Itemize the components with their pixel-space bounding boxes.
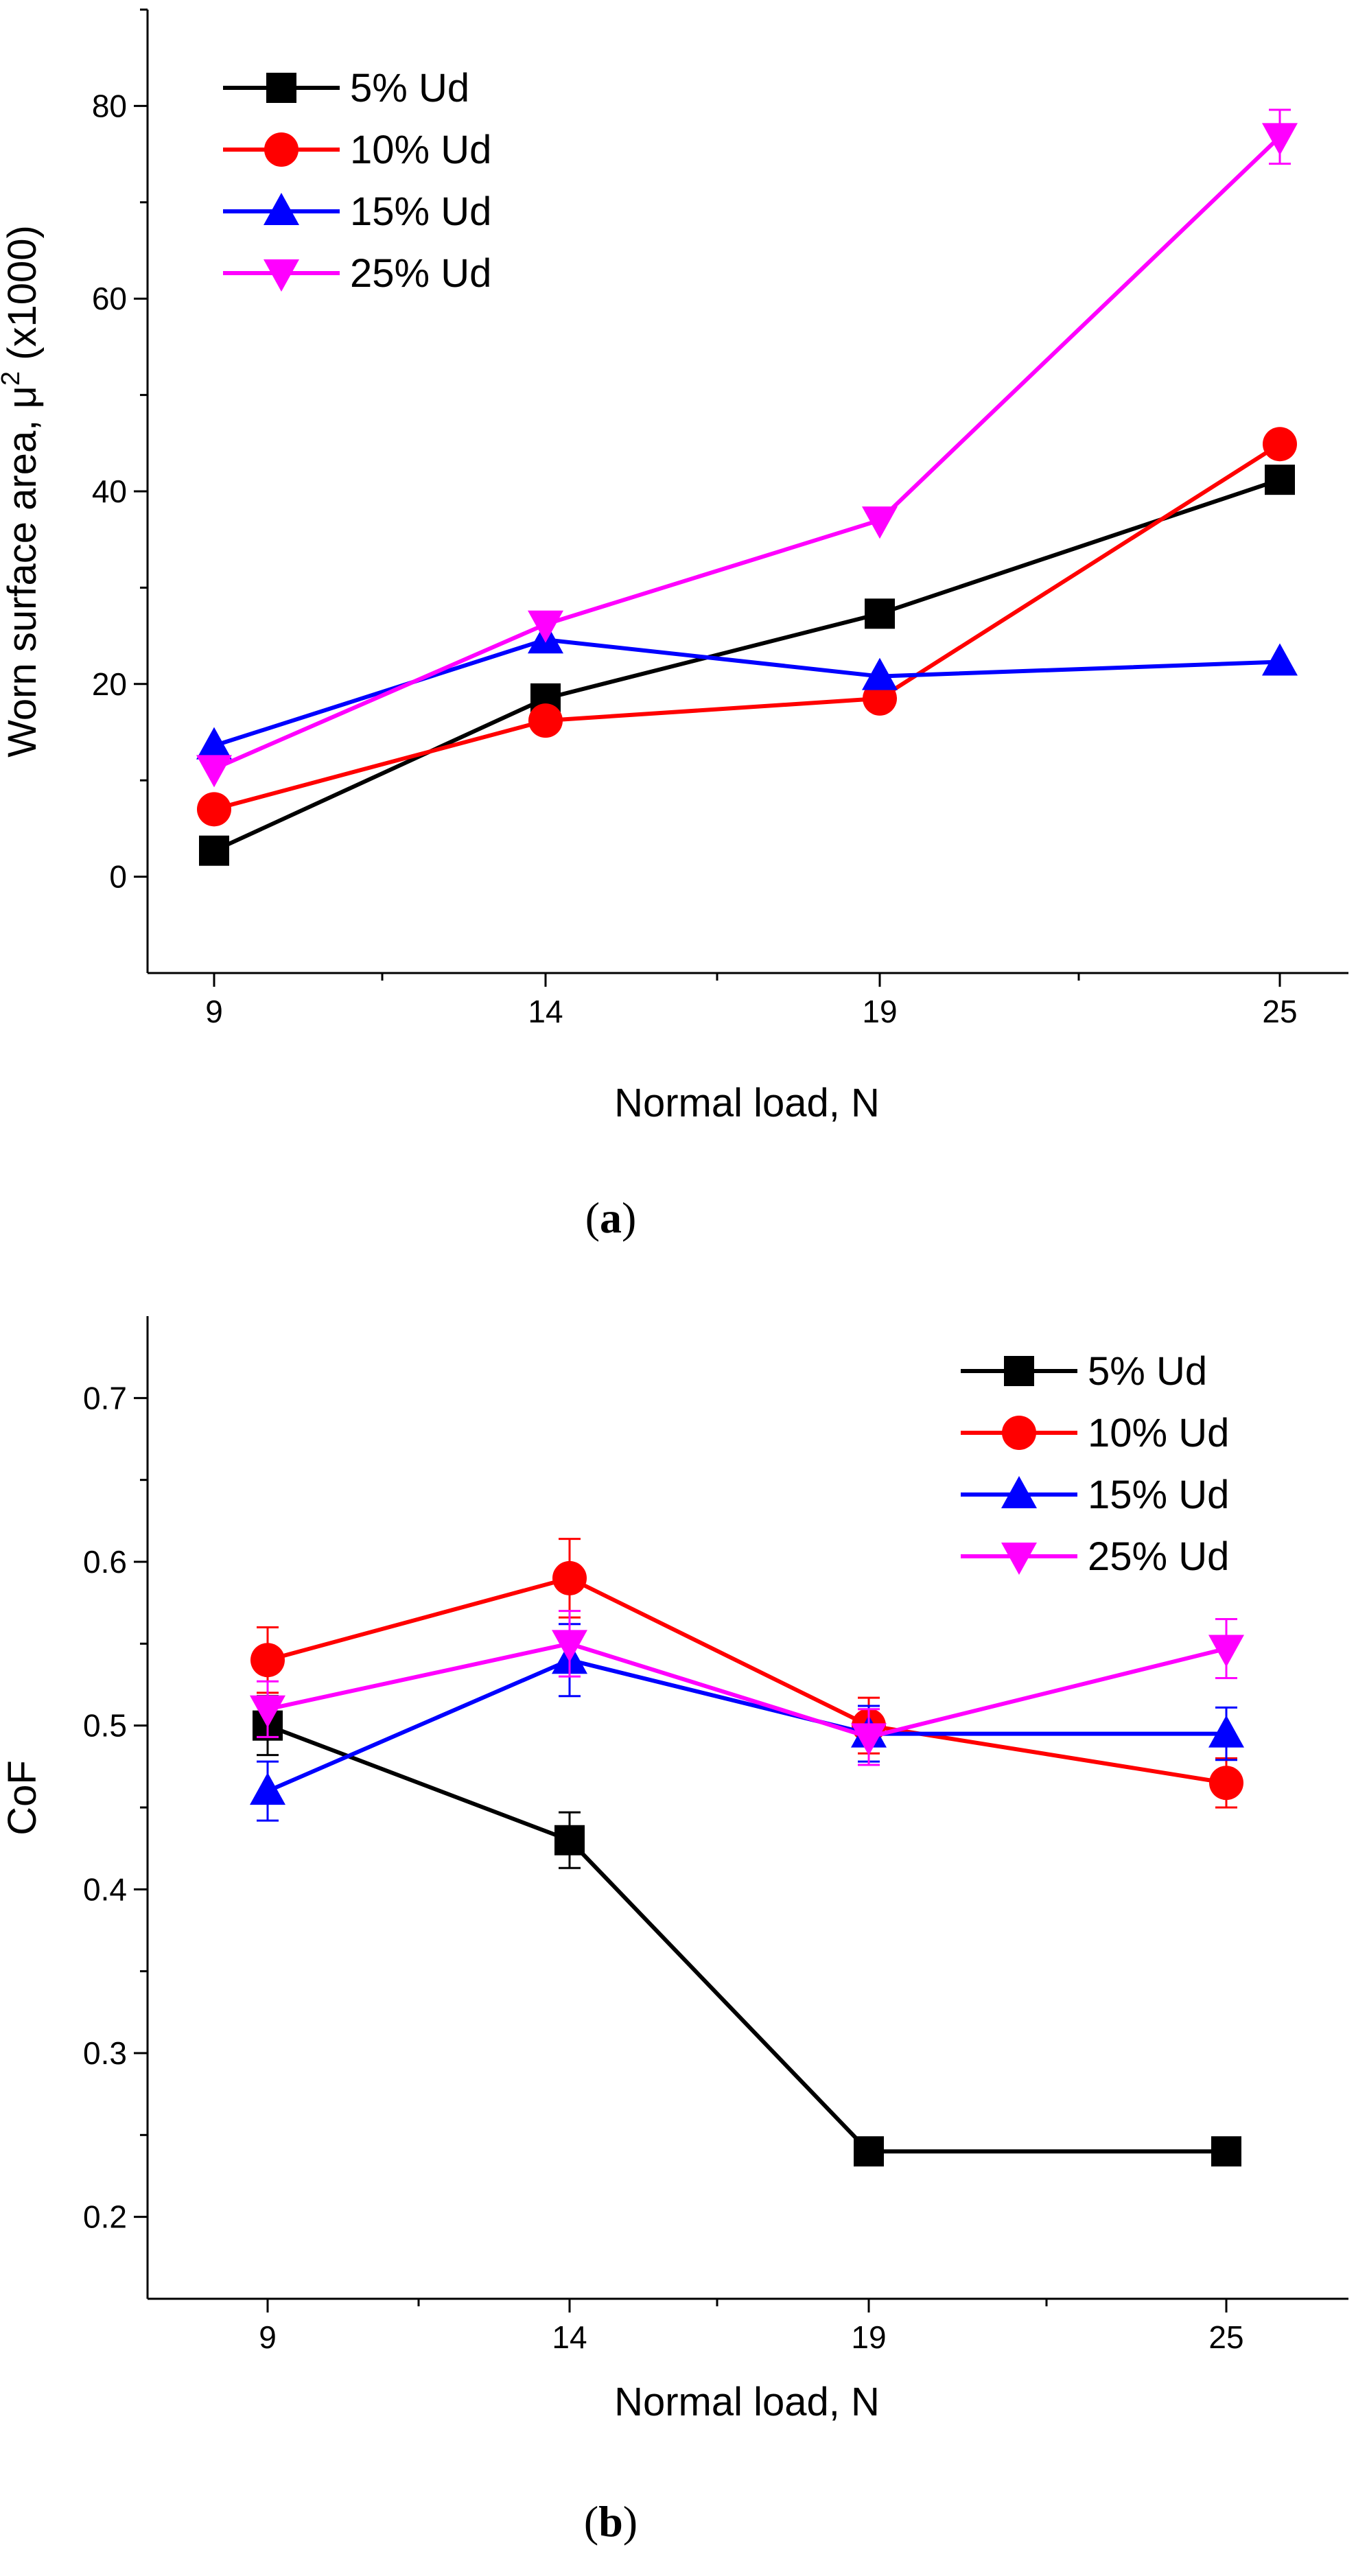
legend-label: 15% Ud: [350, 189, 491, 234]
caption-letter: a: [600, 1193, 622, 1242]
legend: 5% Ud 10% Ud 15% Ud 25% Ud: [961, 1349, 1229, 1579]
legend: 5% Ud 10% Ud 15% Ud 25% Ud: [223, 66, 491, 296]
x-tick-label: 19: [851, 2319, 886, 2355]
data-point: [250, 1643, 285, 1678]
data-point: [854, 2136, 884, 2167]
caption-letter: b: [598, 2497, 623, 2546]
data-point: [865, 598, 895, 629]
data-point: [1211, 2136, 1241, 2167]
x-tick-label: 19: [862, 994, 897, 1029]
figure-caption: (a): [585, 1193, 637, 1242]
chart-b-coefficient-of-friction: 9 14 19 25 0.2 0.3 0.4 0.5 0.6 0.7 Normal load, N C…: [0, 1316, 1348, 2546]
legend-marker: [264, 193, 299, 225]
data-point: [1263, 427, 1297, 462]
y-tick-label: 0.7: [83, 1380, 127, 1416]
data-point: [250, 1772, 285, 1805]
legend-marker: [1001, 1543, 1037, 1575]
legend-label: 5% Ud: [350, 66, 469, 110]
legend-marker: [264, 259, 299, 292]
legend-marker: [1004, 1356, 1034, 1386]
data-point: [196, 727, 232, 760]
data-point: [1262, 643, 1298, 676]
legend-label: 15% Ud: [1088, 1473, 1229, 1517]
legend-marker: [1002, 1416, 1036, 1450]
series-line: [213, 637, 1281, 748]
series-15-ud: [196, 621, 1298, 760]
y-axis-label-superscript: 2: [0, 371, 25, 386]
data-point: [554, 1825, 585, 1855]
x-axis-label: Normal load, N: [614, 1081, 880, 1125]
chart-a-worn-surface-area: 9 14 19 25 0 20 40 60 80 Normal load, N Worn surfa…: [0, 8, 1348, 1242]
data-point: [552, 1560, 587, 1595]
legend-label: 5% Ud: [1088, 1349, 1207, 1394]
data-point: [196, 755, 232, 788]
y-tick-label: 20: [92, 666, 127, 702]
data-point: [250, 1695, 285, 1728]
y-tick-label: 0.4: [83, 1871, 127, 1907]
data-point: [862, 657, 898, 690]
y-tick-label: 0.6: [83, 1544, 127, 1580]
legend-label: 10% Ud: [1088, 1411, 1229, 1455]
legend-label: 10% Ud: [350, 128, 491, 172]
series-line: [267, 1641, 1227, 1740]
x-tick-label: 9: [205, 994, 223, 1029]
data-point: [862, 506, 898, 539]
data-point: [199, 835, 229, 866]
data-point: [552, 1630, 587, 1663]
caption-close-paren: ): [622, 1193, 636, 1242]
data-point: [1208, 1635, 1244, 1667]
data-point: [1208, 1715, 1244, 1748]
y-tick-label: 0: [109, 859, 127, 895]
caption-open-paren: (: [585, 1193, 600, 1242]
legend-label: 25% Ud: [350, 251, 491, 296]
y-axis-label: CoF: [0, 1760, 45, 1836]
series-line: [267, 1576, 1227, 1785]
legend-marker: [266, 73, 296, 103]
series-line: [213, 442, 1281, 812]
y-axis-label: Worn surface area, μ2 (x1000): [0, 225, 45, 758]
x-tick-label: 14: [528, 994, 563, 1029]
legend-marker: [264, 132, 299, 167]
series-25-ud: [250, 1610, 1244, 1766]
data-point: [197, 792, 231, 827]
y-tick-label: 40: [92, 473, 127, 509]
x-tick-label: 25: [1262, 994, 1297, 1029]
y-tick-label: 0.2: [83, 2199, 127, 2235]
y-tick-label: 80: [92, 88, 127, 124]
x-tick-label: 25: [1208, 2319, 1243, 2355]
y-axis-label-main: Worn surface area, μ: [0, 386, 45, 758]
figure-caption: (b): [584, 2497, 638, 2546]
series-line: [266, 1658, 1226, 1793]
x-axis-label: Normal load, N: [614, 2380, 880, 2424]
caption-close-paren: ): [623, 2497, 638, 2546]
y-tick-label: 0.5: [83, 1708, 127, 1744]
caption-open-paren: (: [584, 2497, 598, 2546]
series-25-ud: [196, 108, 1298, 788]
data-point: [1265, 465, 1295, 495]
series-line: [266, 1723, 1226, 2154]
data-point: [1209, 1766, 1243, 1801]
data-point: [851, 1723, 887, 1756]
y-tick-label: 0.3: [83, 2035, 127, 2071]
y-tick-label: 60: [92, 281, 127, 316]
x-tick-label: 9: [259, 2319, 277, 2355]
data-point: [528, 610, 563, 643]
legend-label: 25% Ud: [1088, 1534, 1229, 1579]
y-axis-label-unit: (x1000): [0, 225, 45, 371]
series-line: [213, 135, 1282, 771]
legend-marker: [1001, 1476, 1037, 1508]
x-tick-label: 14: [552, 2319, 587, 2355]
data-point: [528, 703, 563, 738]
data-point: [1262, 123, 1298, 156]
